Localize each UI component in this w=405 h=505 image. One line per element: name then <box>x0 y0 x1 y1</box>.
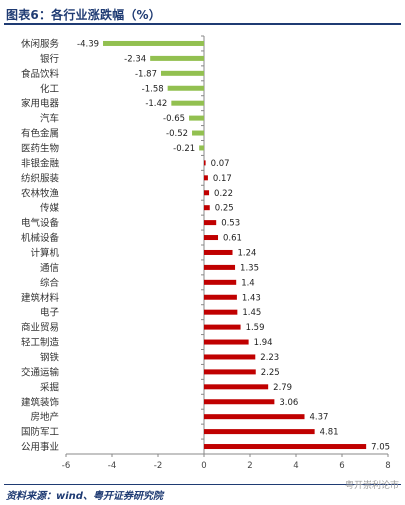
data-label: 0.61 <box>223 234 242 244</box>
data-label: 0.17 <box>213 174 232 184</box>
category-label: 电气设备 <box>21 217 60 229</box>
category-label: 银行 <box>40 53 60 65</box>
source-divider <box>4 484 401 485</box>
category-label: 房地产 <box>30 411 59 423</box>
data-label: 1.43 <box>242 293 261 303</box>
bar <box>204 220 217 226</box>
x-tick-label: 4 <box>293 461 298 471</box>
category-label: 休闲服务 <box>21 38 60 50</box>
watermark: 粤开崇利论市 <box>344 481 399 491</box>
data-label: -0.52 <box>166 129 188 139</box>
category-label: 食品饮料 <box>21 68 60 80</box>
x-tick-label: 8 <box>385 461 390 471</box>
category-label: 公用事业 <box>21 441 59 453</box>
data-label: 1.35 <box>240 263 259 273</box>
bar <box>171 100 204 106</box>
data-label: 1.24 <box>238 248 257 258</box>
x-tick-label: 6 <box>339 461 344 471</box>
category-label: 医药生物 <box>21 142 60 154</box>
bar <box>204 279 237 285</box>
data-label: -1.42 <box>145 99 167 109</box>
bar <box>204 324 241 330</box>
data-label: -0.21 <box>173 144 195 154</box>
category-label: 建筑材料 <box>21 292 60 304</box>
data-label: 2.23 <box>260 353 279 363</box>
data-label: 4.37 <box>310 413 329 423</box>
bar <box>204 190 210 196</box>
bar <box>204 339 249 345</box>
category-label: 家用电器 <box>21 98 60 110</box>
bar <box>160 70 204 76</box>
category-label: 通信 <box>40 262 59 274</box>
bar <box>192 130 204 136</box>
data-label: 1.94 <box>254 338 273 348</box>
data-label: -2.34 <box>124 54 146 64</box>
title-divider <box>4 23 401 25</box>
data-label: -4.39 <box>77 39 99 49</box>
bar <box>204 205 210 211</box>
bar <box>204 309 238 315</box>
category-label: 非银金融 <box>21 157 60 169</box>
data-label: 3.06 <box>279 398 298 408</box>
category-label: 有色金属 <box>21 128 59 140</box>
data-label: 1.4 <box>241 278 255 288</box>
data-label: 2.25 <box>261 368 280 378</box>
data-label: 0.53 <box>221 219 240 229</box>
data-label: 0.07 <box>211 159 230 169</box>
category-label: 交通运输 <box>21 366 60 378</box>
bar <box>199 145 204 151</box>
data-label: -0.65 <box>163 114 185 124</box>
bar <box>103 40 204 46</box>
data-label: 0.25 <box>215 204 234 214</box>
source-note: 资料来源：wind、粤开证券研究院 <box>6 491 163 502</box>
category-label: 综合 <box>40 277 60 289</box>
category-label: 轻工制造 <box>21 337 60 349</box>
category-label: 国防军工 <box>21 426 60 438</box>
bar <box>204 175 208 181</box>
category-label: 化工 <box>40 83 60 95</box>
data-label: 7.05 <box>371 443 390 453</box>
category-label: 汽车 <box>40 113 59 125</box>
x-tick-label: 2 <box>247 461 252 471</box>
category-label: 钢铁 <box>40 351 60 363</box>
bar <box>204 444 367 450</box>
category-label: 商业贸易 <box>21 322 59 334</box>
x-tick-label: -6 <box>62 461 70 471</box>
data-label: -1.58 <box>142 84 164 94</box>
data-label: 0.22 <box>214 189 233 199</box>
category-label: 农林牧渔 <box>21 187 60 199</box>
bar <box>204 399 275 405</box>
bar <box>204 384 269 390</box>
category-label: 机械设备 <box>21 232 60 244</box>
bar <box>204 249 233 255</box>
category-label: 纺织服装 <box>21 172 60 184</box>
category-label: 采掘 <box>40 381 59 393</box>
bar <box>204 414 305 420</box>
category-label: 电子 <box>40 307 60 319</box>
category-label: 建筑装饰 <box>21 396 59 408</box>
bar <box>204 354 256 360</box>
data-label: 1.59 <box>246 323 265 333</box>
bar <box>204 160 206 166</box>
bar <box>189 115 204 121</box>
category-label: 计算机 <box>30 247 59 259</box>
bar <box>204 235 219 241</box>
bar <box>204 369 256 375</box>
bar <box>204 294 237 300</box>
bar <box>204 264 236 270</box>
data-label: 2.79 <box>273 383 292 393</box>
bar <box>167 85 204 91</box>
bar-chart: -6 -4 -2 0 2 4 6 8 休闲服务 -4.39 银行 -2.34 食品饮料 -1.87 化工 -1… <box>21 35 391 471</box>
x-tick-label: -2 <box>154 461 162 471</box>
chart-title: 图表6：各行业涨跌幅（%） <box>6 8 161 22</box>
data-label: 1.45 <box>242 308 261 318</box>
bar <box>204 429 315 435</box>
data-label: -1.87 <box>135 69 157 79</box>
category-label: 传媒 <box>40 202 60 214</box>
x-tick-label: 0 <box>201 461 206 471</box>
x-tick-label: -4 <box>108 461 116 471</box>
bar <box>150 55 204 61</box>
data-label: 4.81 <box>320 428 339 438</box>
